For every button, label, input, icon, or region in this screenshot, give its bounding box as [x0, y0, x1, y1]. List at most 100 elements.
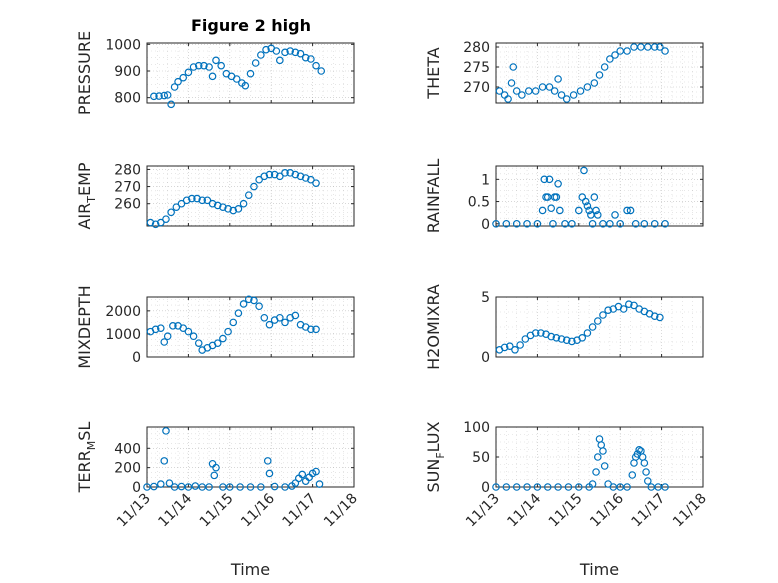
plot-area [147, 166, 354, 226]
data-point [545, 83, 554, 91]
data-point [219, 334, 227, 343]
data-point [281, 48, 289, 57]
data-point [276, 56, 284, 65]
data-point [179, 324, 188, 332]
data-point [236, 483, 244, 491]
y-tick-label: 2000 [105, 304, 141, 320]
data-point [150, 92, 158, 101]
data-point [291, 170, 300, 179]
data-point [550, 87, 559, 95]
data-point [521, 335, 530, 343]
y-tick-label: 50 [472, 450, 490, 466]
series-markers [146, 169, 320, 229]
data-point [643, 477, 652, 485]
data-point [656, 313, 664, 322]
data-point [179, 73, 188, 82]
data-point [547, 332, 556, 341]
data-point [599, 311, 607, 319]
axes-box [146, 42, 355, 104]
data-point [189, 63, 198, 71]
y-tick-label: 800 [114, 91, 141, 107]
data-point [281, 318, 289, 327]
plot-area [147, 427, 354, 487]
y-tick-label: 400 [114, 441, 141, 457]
data-point [208, 72, 217, 81]
data-point [265, 170, 274, 179]
data-point [315, 480, 324, 488]
data-point [208, 199, 217, 208]
data-point [640, 459, 649, 467]
data-point [554, 75, 562, 83]
data-point [538, 206, 547, 215]
data-point [562, 95, 571, 103]
plot-area [496, 427, 703, 487]
data-point [170, 83, 179, 91]
series-markers [146, 295, 320, 354]
data-point [512, 87, 521, 95]
y-tick-label: 0 [132, 480, 141, 496]
data-point [210, 471, 219, 480]
y-tick-label: 5 [481, 290, 490, 306]
y-tick-label: 280 [463, 40, 490, 56]
data-point [224, 205, 232, 213]
data-point [312, 179, 320, 187]
data-point [239, 300, 248, 308]
data-point [552, 193, 561, 201]
data-point [606, 55, 614, 63]
data-point [167, 208, 175, 217]
y-tick-label: 260 [114, 197, 141, 213]
data-point [146, 218, 155, 227]
y-axis-label: H2OMIXRA [424, 284, 443, 370]
data-point [255, 302, 263, 311]
data-point [593, 453, 602, 461]
data-point [184, 483, 193, 491]
plot-area [496, 166, 703, 226]
data-point [312, 325, 320, 334]
data-point [167, 100, 175, 109]
y-tick-label: 1000 [105, 37, 141, 53]
data-point [625, 300, 633, 309]
subplot-pressure: 800 900 1000 PRESSURE [75, 31, 355, 115]
data-point [581, 197, 590, 206]
data-point [537, 329, 545, 337]
y-tick-label: 0 [481, 217, 490, 233]
data-point [574, 206, 583, 215]
data-point [312, 467, 320, 476]
data-point [244, 295, 253, 304]
data-point [189, 332, 198, 341]
data-point [165, 479, 174, 487]
subplot-sun-flux: 0 50 100 11/13 11/14 11/15 11/16 11/17 11/18 SUNF… [424, 420, 710, 579]
data-point [194, 339, 203, 347]
axes-box [495, 165, 704, 227]
data-point [531, 87, 540, 95]
series-markers [492, 435, 669, 491]
data-point [265, 320, 274, 329]
x-tick-label: 11/15 [546, 491, 586, 531]
data-point [191, 482, 200, 490]
data-point [588, 480, 597, 488]
y-tick-label: 100 [463, 420, 490, 436]
data-point [504, 95, 512, 103]
data-point [650, 312, 659, 321]
data-point [523, 483, 531, 491]
data-point [511, 345, 519, 354]
data-point [500, 343, 509, 352]
data-point [162, 215, 170, 223]
x-tick-label: 11/16 [238, 490, 278, 530]
data-point [307, 175, 315, 184]
x-axis-label: Time [230, 560, 270, 579]
data-point [630, 301, 638, 310]
y-tick-label: 270 [114, 180, 141, 196]
data-point [576, 87, 585, 95]
data-point [151, 325, 160, 334]
data-point [184, 327, 193, 336]
x-tick-label: 11/16 [587, 490, 627, 530]
data-point [169, 322, 177, 330]
data-point [583, 83, 592, 91]
data-point [213, 339, 222, 347]
data-point [543, 483, 552, 491]
x-tick-label: 11/18 [321, 491, 361, 531]
data-point [619, 305, 628, 313]
data-point [557, 335, 566, 343]
data-point [623, 483, 631, 491]
